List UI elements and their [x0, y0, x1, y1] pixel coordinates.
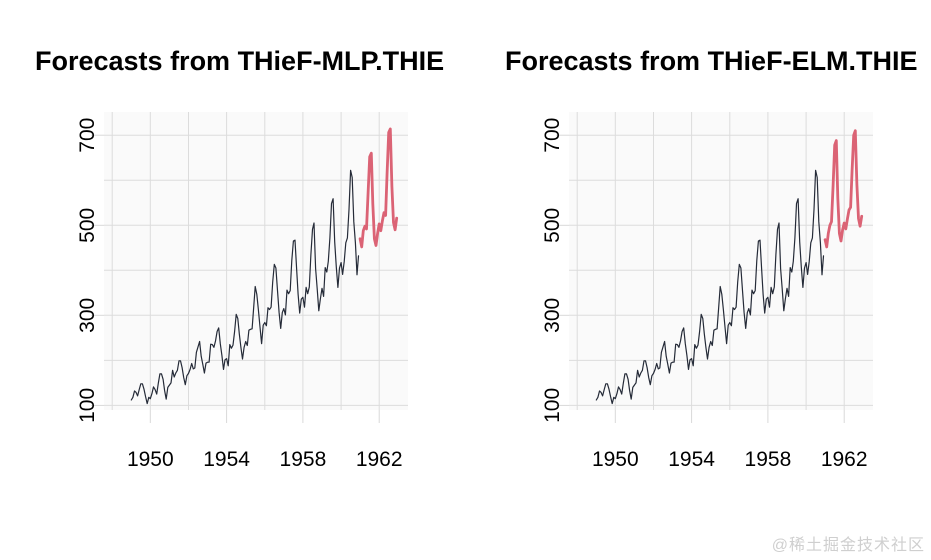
series-observed: [130, 169, 360, 405]
series-forecast: [358, 127, 399, 249]
svg-text:1954: 1954: [203, 448, 250, 471]
svg-text:100: 100: [76, 388, 99, 423]
svg-text:300: 300: [541, 298, 564, 333]
chart-title-elm: Forecasts from THieF-ELM.THIE: [505, 46, 918, 76]
axis-ticks: [91, 134, 380, 423]
chart-plot-elm: 1950 1954 1958 1962 100 300 500 700: [541, 112, 873, 471]
svg-text:1962: 1962: [821, 448, 868, 471]
svg-text:300: 300: [76, 298, 99, 333]
svg-text:1958: 1958: [745, 448, 792, 471]
chart-thief-elm: Forecasts from THieF-ELM.THIE 1950 1954 19…: [465, 0, 930, 560]
svg-text:700: 700: [541, 118, 564, 153]
svg-text:1950: 1950: [127, 448, 174, 471]
gridlines: [104, 112, 408, 410]
svg-text:700: 700: [76, 118, 99, 153]
svg-text:1962: 1962: [356, 448, 403, 471]
axis-ticks: [556, 134, 845, 423]
svg-text:500: 500: [76, 208, 99, 243]
svg-text:1958: 1958: [280, 448, 327, 471]
x-axis-labels: 1950 1954 1958 1962: [127, 448, 403, 471]
chart-plot-mlp: 1950 1954 1958 1962 100 300 500 700: [76, 112, 408, 471]
x-axis-labels: 1950 1954 1958 1962: [592, 448, 868, 471]
chart-thief-mlp: Forecasts from THieF-MLP.THIE 1950 1954 19…: [0, 0, 465, 560]
y-axis-labels: 100 300 500 700: [76, 118, 99, 423]
svg-text:500: 500: [541, 208, 564, 243]
svg-text:1950: 1950: [592, 448, 639, 471]
series-observed: [595, 169, 825, 405]
y-axis-labels: 100 300 500 700: [541, 118, 564, 423]
svg-text:100: 100: [541, 388, 564, 423]
svg-text:1954: 1954: [668, 448, 715, 471]
plot-panel: [569, 112, 873, 410]
gridlines: [569, 112, 873, 410]
series-forecast: [823, 129, 864, 249]
chart-title-mlp: Forecasts from THieF-MLP.THIE: [35, 46, 445, 76]
plot-panel: [104, 112, 408, 410]
watermark: @稀土掘金技术社区: [771, 537, 925, 554]
